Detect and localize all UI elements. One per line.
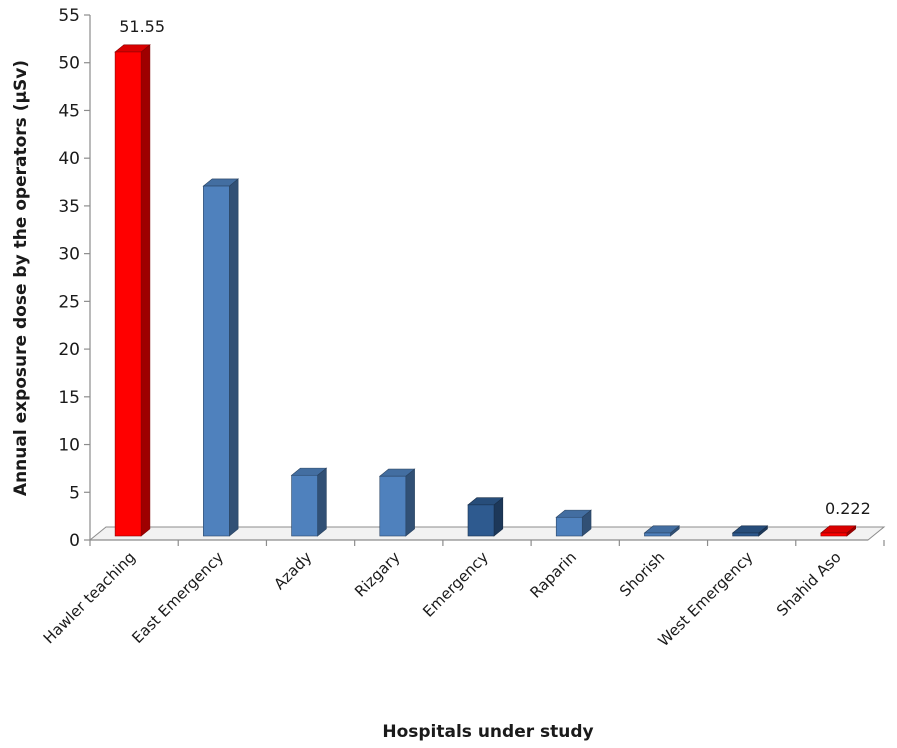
bar bbox=[643, 525, 681, 537]
y-tick-label: 0 bbox=[69, 531, 80, 551]
data-label: 51.55 bbox=[119, 17, 165, 36]
y-tick-label: 25 bbox=[58, 292, 80, 312]
bar bbox=[820, 525, 857, 537]
x-tick-label: West Emergency bbox=[654, 548, 756, 650]
x-tick-label: Azady bbox=[270, 548, 315, 593]
bar-front bbox=[114, 51, 142, 537]
bar-front bbox=[644, 532, 671, 537]
bar bbox=[467, 497, 504, 537]
bar-side bbox=[405, 468, 415, 537]
bar-side bbox=[317, 467, 327, 537]
bar bbox=[378, 468, 416, 537]
y-tick-label: 50 bbox=[58, 54, 80, 74]
bar bbox=[731, 525, 769, 537]
bar-side bbox=[140, 44, 151, 537]
x-axis-title: Hospitals under study bbox=[382, 722, 593, 742]
bar-front bbox=[732, 532, 759, 537]
x-tick-label: Emergency bbox=[419, 548, 492, 621]
bar bbox=[202, 178, 239, 537]
data-label: 0.222 bbox=[825, 499, 871, 518]
bar-front bbox=[555, 516, 583, 537]
bar-side bbox=[229, 178, 239, 537]
x-tick-label: East Emergency bbox=[128, 548, 227, 647]
bar bbox=[555, 509, 592, 537]
y-tick-label: 5 bbox=[69, 483, 80, 503]
y-axis: 0 5 10 15 20 25 30 35 40 45 50 55 bbox=[58, 6, 885, 551]
y-tick-label: 20 bbox=[58, 340, 80, 360]
bar bbox=[290, 467, 328, 537]
y-tick-label: 10 bbox=[58, 436, 80, 456]
y-tick-label: 45 bbox=[58, 101, 80, 121]
bar-front bbox=[379, 475, 407, 537]
bars bbox=[114, 44, 857, 537]
x-tick-label: Raparin bbox=[526, 548, 580, 602]
bar-front bbox=[820, 532, 848, 537]
y-tick-label: 15 bbox=[58, 388, 80, 408]
x-tick-label: Hawler teaching bbox=[40, 548, 139, 647]
x-tick-label: Shorish bbox=[616, 548, 668, 600]
y-axis-title: Annual exposure dose by the operators (µ… bbox=[11, 60, 31, 496]
bar bbox=[114, 44, 151, 537]
y-tick-label: 55 bbox=[58, 6, 80, 26]
y-tick-label: 40 bbox=[58, 149, 80, 169]
bar-front bbox=[291, 474, 318, 537]
x-tick-label: Rizgary bbox=[351, 548, 404, 601]
y-tick-label: 35 bbox=[58, 197, 80, 217]
x-tick-label: Shahid Aso bbox=[773, 548, 845, 620]
y-tick-label: 30 bbox=[58, 245, 80, 265]
bar-front bbox=[467, 504, 495, 537]
bar-front bbox=[203, 185, 230, 537]
